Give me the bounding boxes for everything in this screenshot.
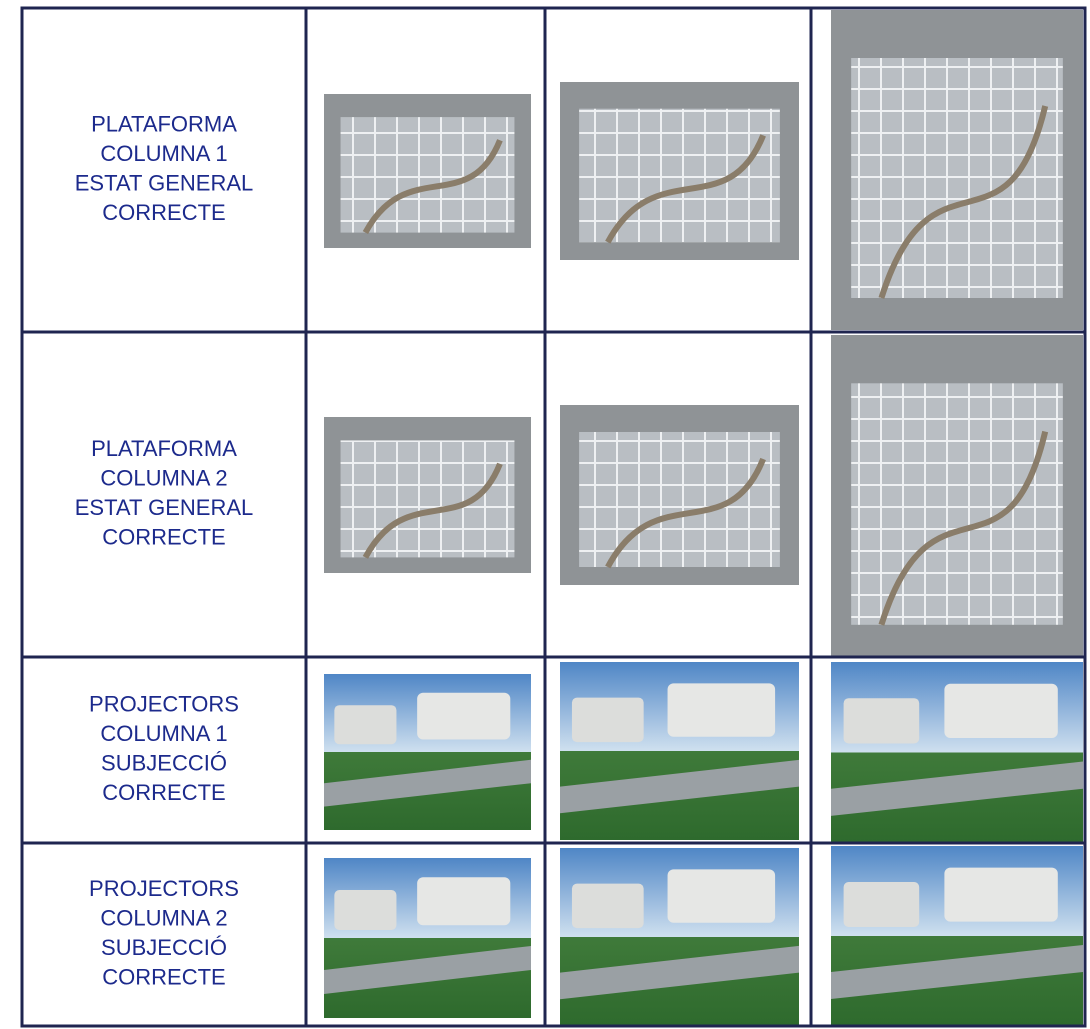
- cell-text: COLUMNA 1: [100, 721, 227, 746]
- railing: [831, 945, 1083, 999]
- projector: [571, 697, 644, 743]
- cell-text: CORRECTE: [102, 965, 225, 990]
- photo: [560, 848, 799, 1026]
- grating: [340, 117, 515, 233]
- cable: [605, 457, 766, 569]
- photo: [560, 405, 799, 585]
- cable: [878, 105, 1049, 299]
- photo: [324, 674, 531, 830]
- railing: [560, 945, 799, 1000]
- photo: [831, 846, 1083, 1026]
- photo: [560, 82, 799, 260]
- cell-text: PLATAFORMA: [91, 436, 237, 461]
- projector: [843, 882, 920, 927]
- grating: [579, 108, 780, 243]
- cell-text: ESTAT GENERAL: [75, 171, 254, 196]
- grating: [579, 432, 780, 567]
- cell-text: PLATAFORMA: [91, 112, 237, 137]
- cell-text: PROJECTORS: [89, 876, 239, 901]
- railing: [831, 761, 1083, 816]
- cell-text: CORRECTE: [102, 780, 225, 805]
- projector: [334, 705, 397, 745]
- projector: [417, 692, 511, 740]
- photo: [324, 858, 531, 1018]
- photo: [560, 662, 799, 840]
- projector: [944, 867, 1058, 922]
- cell-text: CORRECTE: [102, 200, 225, 225]
- cell-text: COLUMNA 2: [100, 466, 227, 491]
- cell-text: COLUMNA 2: [100, 906, 227, 931]
- cell-text: SUBJECCIÓ: [101, 751, 227, 776]
- projector: [667, 683, 776, 737]
- photo: [324, 417, 531, 573]
- projector: [417, 877, 511, 926]
- photo: [831, 662, 1083, 843]
- grating: [851, 58, 1063, 298]
- photo: [324, 94, 531, 248]
- railing: [560, 759, 799, 814]
- table-borders: [20, 6, 1087, 1028]
- projector: [944, 683, 1058, 739]
- grating: [851, 383, 1063, 625]
- cable: [605, 134, 766, 244]
- cell-text: ESTAT GENERAL: [75, 495, 254, 520]
- cable: [362, 139, 503, 235]
- railing: [324, 946, 531, 994]
- cell-text: PROJECTORS: [89, 692, 239, 717]
- grating: [340, 440, 515, 558]
- cable: [362, 462, 503, 559]
- projector: [334, 890, 397, 930]
- projector: [667, 869, 776, 923]
- cell-text: COLUMNA 1: [100, 141, 227, 166]
- cell-text: CORRECTE: [102, 525, 225, 550]
- projector: [571, 883, 644, 929]
- projector: [843, 698, 920, 744]
- cell-text: SUBJECCIÓ: [101, 935, 227, 960]
- cable: [878, 430, 1049, 626]
- railing: [324, 759, 531, 807]
- photo: [831, 10, 1083, 330]
- photo: [831, 335, 1083, 657]
